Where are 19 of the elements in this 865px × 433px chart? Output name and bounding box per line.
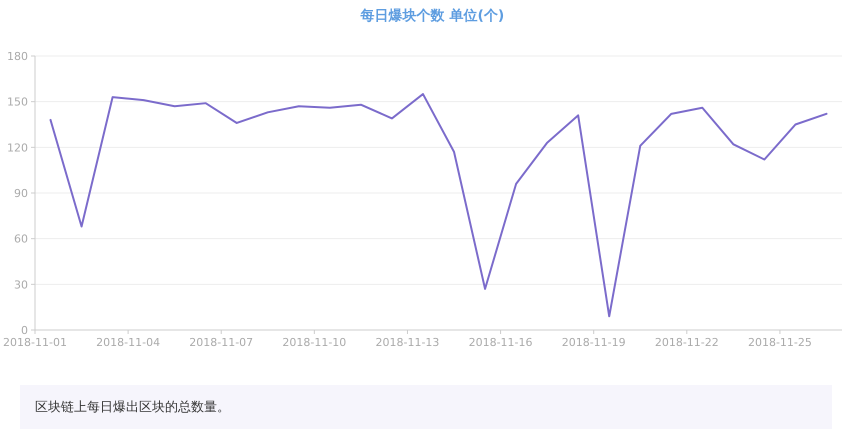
line-series <box>50 93 828 318</box>
text: 区块链上每日爆出区块的总数量。 <box>35 400 230 415</box>
x-tick-label: 2018-11-04 <box>96 336 160 349</box>
y-tick-label: 150 <box>7 96 28 109</box>
y-tick-label: 60 <box>14 232 28 246</box>
y-tick-label: 90 <box>14 187 28 200</box>
x-tick-label: 2018-11-13 <box>375 336 440 349</box>
x-tick-label: 2018-11-25 <box>748 336 812 349</box>
y-tick-label: 120 <box>7 141 28 154</box>
x-tick-label: 2018-11-07 <box>189 336 254 349</box>
y-tick-label: 30 <box>14 278 28 292</box>
x-tick-label: 2018-11-10 <box>282 336 346 349</box>
y-tick-label: 180 <box>7 50 28 63</box>
x-tick-label: 2018-11-01 <box>3 336 67 349</box>
x-tick-label: 2018-11-16 <box>468 336 533 349</box>
chart-title: 每日爆块个数 单位(个) <box>360 8 504 24</box>
x-tick-label: 2018-11-19 <box>562 336 626 349</box>
x-tick-label: 2018-11-22 <box>654 336 719 349</box>
y-tick-label: 0 <box>21 324 28 337</box>
